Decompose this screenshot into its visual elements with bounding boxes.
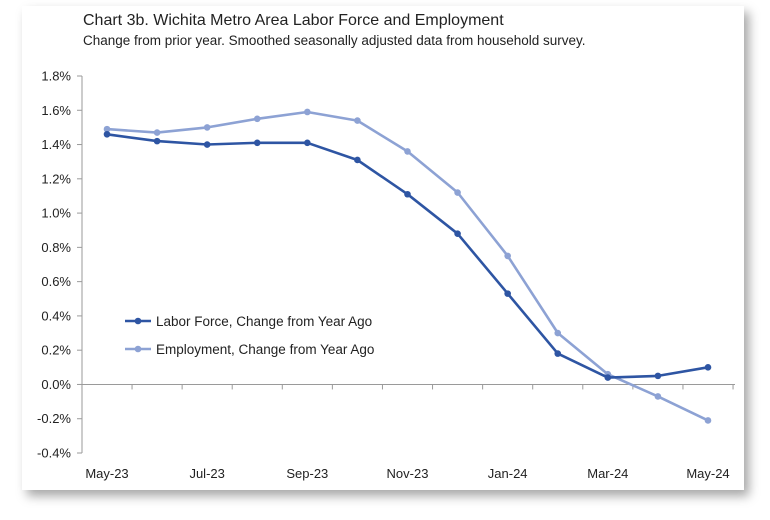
y-tick-label: 0.4% bbox=[41, 308, 71, 323]
data-point bbox=[103, 130, 111, 138]
x-tick-label: Jan-24 bbox=[488, 466, 528, 481]
data-point bbox=[604, 374, 612, 381]
y-tick-label: 0.8% bbox=[41, 240, 71, 255]
x-tick-label: May-23 bbox=[85, 466, 128, 481]
chart-frame bbox=[22, 6, 744, 490]
data-point bbox=[354, 156, 361, 164]
data-point bbox=[504, 290, 511, 297]
x-tick-label: Nov-23 bbox=[387, 466, 429, 481]
y-tick-label: 1.6% bbox=[41, 103, 71, 118]
data-point bbox=[354, 117, 361, 124]
y-tick-label: 1.2% bbox=[41, 171, 71, 186]
data-point bbox=[654, 372, 662, 380]
legend-swatch-marker bbox=[134, 317, 142, 325]
data-point bbox=[253, 139, 261, 147]
data-point bbox=[153, 137, 161, 145]
y-tick-label: -0.4% bbox=[37, 446, 71, 461]
data-point bbox=[554, 329, 562, 337]
y-tick-label: 1.4% bbox=[41, 137, 71, 152]
data-point bbox=[454, 189, 461, 196]
x-tick-label: Jul-23 bbox=[189, 466, 224, 481]
legend-label: Labor Force, Change from Year Ago bbox=[156, 314, 372, 329]
data-point bbox=[253, 115, 261, 123]
legend-swatch-marker bbox=[134, 345, 142, 353]
data-point bbox=[554, 350, 562, 357]
y-tick-label: 0.2% bbox=[41, 343, 71, 358]
data-point bbox=[153, 129, 161, 136]
data-point bbox=[304, 139, 311, 147]
chart-title: Chart 3b. Wichita Metro Area Labor Force… bbox=[83, 12, 504, 29]
data-point bbox=[454, 230, 461, 237]
y-tick-label: -0.2% bbox=[37, 411, 71, 426]
x-axis-ticks: May-23 Jul-23 Sep-23 Nov-23 Jan-24 Mar-24 May-… bbox=[81, 384, 734, 481]
data-point bbox=[704, 364, 712, 371]
chart-subtitle: Change from prior year. Smoothed seasona… bbox=[83, 33, 586, 48]
legend: Labor Force, Change from Year Ago Employm… bbox=[125, 314, 374, 357]
y-tick-label: 0.6% bbox=[41, 274, 71, 289]
series-line-1 bbox=[106, 110, 709, 422]
y-tick-label: 0.0% bbox=[41, 377, 71, 392]
data-point bbox=[404, 190, 411, 198]
data-point bbox=[404, 148, 411, 155]
y-tick-label: 1.8% bbox=[41, 69, 71, 84]
data-point bbox=[304, 108, 311, 116]
y-axis-ticks: 1.8% 1.6% 1.4% 1.2% 1.0% 0.8% 0.6% 0.4% 0.2% 0.0%… bbox=[37, 69, 82, 461]
legend-label: Employment, Change from Year Ago bbox=[156, 342, 374, 357]
data-point bbox=[704, 417, 712, 424]
x-tick-label: Sep-23 bbox=[286, 466, 328, 481]
x-tick-label: Mar-24 bbox=[587, 466, 628, 481]
y-tick-label: 1.0% bbox=[41, 206, 71, 221]
data-point bbox=[203, 141, 211, 148]
x-tick-label: May-24 bbox=[686, 466, 729, 481]
data-point bbox=[203, 124, 211, 131]
data-point bbox=[504, 252, 511, 260]
data-point bbox=[654, 393, 662, 400]
series-layer bbox=[103, 108, 712, 424]
data-point bbox=[103, 125, 111, 133]
